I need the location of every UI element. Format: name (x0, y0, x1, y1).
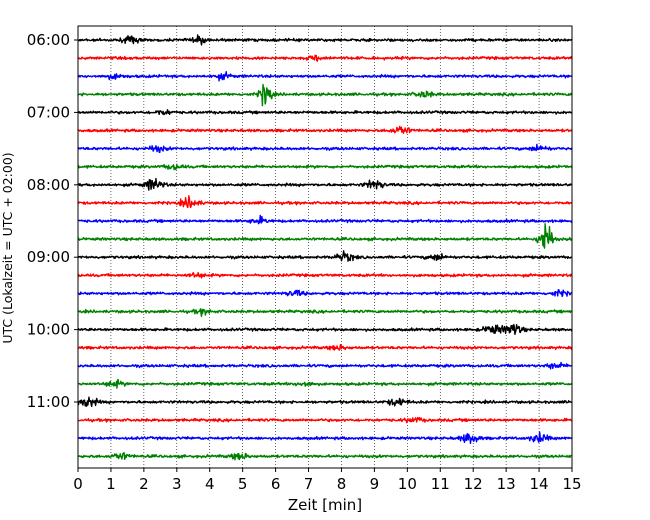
trace-line (77, 416, 573, 424)
trace-line (77, 361, 573, 370)
trace-line (77, 378, 573, 389)
y-tick-label: 10:00 (27, 321, 70, 339)
y-tick-label: 07:00 (27, 103, 70, 121)
x-tick-label: 14 (530, 475, 549, 493)
x-tick-label: 6 (271, 475, 281, 493)
trace-line (77, 54, 573, 62)
y-tick-label: 11:00 (27, 393, 70, 411)
x-tick-label: 3 (172, 475, 182, 493)
trace-line (77, 271, 573, 279)
x-axis: 0 1 2 3 4 5 6 7 8 9 10 11 12 13 14 15 (73, 468, 582, 493)
x-tick-label: 2 (139, 475, 149, 493)
trace-line (77, 431, 573, 444)
trace-line (77, 70, 573, 82)
y-axis-label: UTC (Lokalzeit = UTC + 02:00) (0, 152, 15, 343)
x-tick-label: 8 (337, 475, 347, 493)
trace-line (77, 83, 573, 107)
plot-frame (77, 25, 573, 469)
trace-line (77, 308, 573, 318)
x-tick-label: 4 (205, 475, 215, 493)
trace-line (77, 214, 573, 225)
x-tick-label: 15 (562, 475, 581, 493)
y-tick-label: 08:00 (27, 176, 70, 194)
trace-line (77, 223, 573, 249)
x-tick-label: 12 (464, 475, 483, 493)
trace-line (77, 250, 573, 262)
x-tick-label: 0 (73, 475, 83, 493)
trace-line (77, 177, 573, 191)
y-tick-label: 09:00 (27, 248, 70, 266)
y-tick-label: 06:00 (27, 31, 70, 49)
trace-layer (77, 34, 573, 461)
trace-line (77, 34, 573, 46)
trace-line (77, 289, 573, 298)
x-axis-label: Zeit [min] (288, 496, 362, 514)
x-tick-label: 10 (398, 475, 417, 493)
trace-line (77, 143, 573, 154)
x-tick-label: 11 (431, 475, 450, 493)
trace-line (77, 125, 573, 134)
x-tick-label: 5 (238, 475, 248, 493)
trace-line (77, 163, 573, 171)
x-tick-label: 1 (106, 475, 116, 493)
trace-line (77, 323, 573, 336)
x-tick-label: 7 (304, 475, 314, 493)
trace-line (77, 109, 573, 116)
trace-line (77, 396, 573, 407)
trace-line (77, 452, 573, 461)
x-tick-label: 13 (497, 475, 516, 493)
trace-line (77, 343, 573, 351)
trace-line (77, 195, 573, 209)
x-tick-label: 9 (370, 475, 380, 493)
y-axis: 06:00 07:00 08:00 09:00 10:00 11:00 (27, 31, 78, 411)
